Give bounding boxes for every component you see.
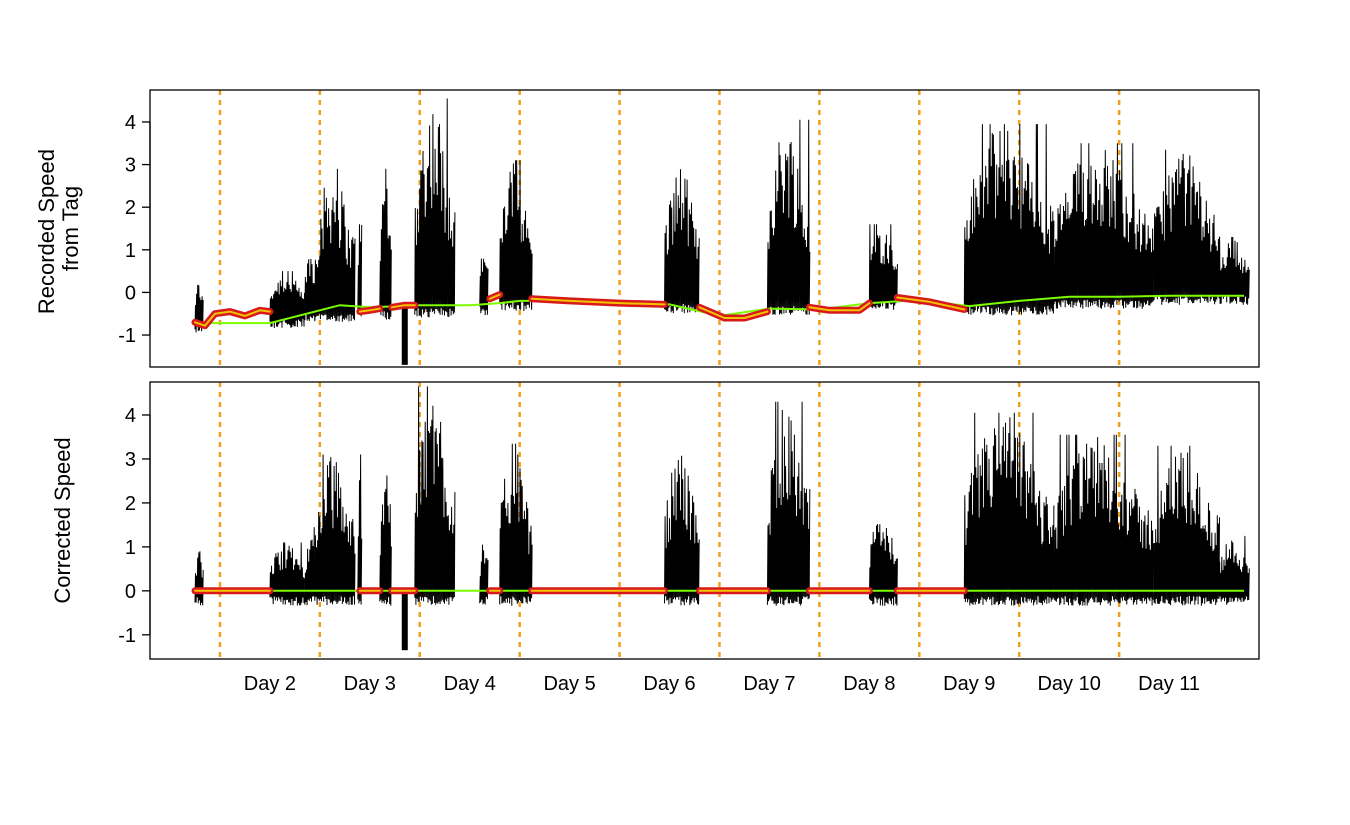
speed-burst — [963, 124, 1055, 316]
x-tick-label: Day 7 — [743, 673, 795, 695]
y-axis-title-line-1: Corrected Speed — [50, 437, 75, 603]
y-tick-label: 2 — [125, 493, 136, 515]
y-tick-label: 2 — [125, 197, 136, 219]
speed-burst — [479, 544, 489, 605]
y-tick-label: 1 — [125, 537, 136, 559]
day-boundary-lines — [218, 90, 1121, 367]
inactive-offset-inner — [808, 302, 871, 312]
inactive-offset-inner — [698, 306, 769, 319]
speed-burst — [1053, 434, 1155, 606]
speed-burst — [868, 224, 898, 310]
speed-burst — [963, 412, 1055, 606]
speed-trace — [194, 386, 1250, 651]
speed-burst — [304, 527, 316, 606]
y-axis: -1 0 1 2 3 4 — [118, 112, 151, 347]
speed-spike — [401, 305, 408, 365]
x-tick-label: Day 2 — [244, 673, 296, 695]
inactive-offset-inner — [358, 307, 381, 313]
speed-burst — [1053, 143, 1155, 309]
speed-burst — [304, 258, 316, 322]
speed-burst — [414, 386, 456, 605]
y-tick-label: 0 — [125, 282, 136, 304]
speed-burst — [868, 523, 898, 606]
speed-burst — [379, 168, 392, 320]
y-tick-label: 3 — [125, 155, 136, 177]
y-axis-title-line-2: from Tag — [58, 186, 83, 271]
x-tick-label: Day 3 — [344, 673, 396, 695]
y-axis: -1 0 1 2 3 4 — [118, 405, 151, 647]
speed-burst — [314, 454, 356, 606]
inactive-offset-inner — [896, 296, 966, 311]
speed-burst — [314, 168, 356, 322]
speed-burst — [357, 224, 363, 317]
inactive-offset-inner — [390, 304, 416, 309]
y-tick-label: 4 — [125, 112, 136, 134]
speed-burst — [414, 98, 456, 318]
x-tick-label: Day 6 — [643, 673, 695, 695]
speed-burst — [664, 169, 700, 314]
speed-trace — [194, 98, 1250, 365]
speed-burst — [766, 401, 811, 606]
x-tick-label: Day 11 — [1138, 673, 1200, 695]
speed-burst — [499, 443, 533, 606]
inactive-offset-inner — [488, 293, 501, 300]
y-axis-title: Corrected Speed — [50, 437, 75, 603]
y-axis-title-line-1: Recorded Speed — [34, 149, 59, 314]
y-tick-label: 4 — [125, 405, 136, 427]
speed-burst — [1218, 535, 1250, 605]
speed-burst — [479, 258, 489, 316]
speed-burst — [664, 455, 700, 606]
x-tick-label: Day 4 — [444, 673, 496, 695]
x-tick-label: Day 8 — [843, 673, 895, 695]
x-tick-label: Day 5 — [543, 673, 595, 695]
speed-spike — [401, 590, 408, 651]
speed-burst — [194, 284, 204, 333]
y-tick-label: -1 — [118, 625, 136, 647]
y-tick-label: 1 — [125, 240, 136, 262]
y-tick-label: -1 — [118, 325, 136, 347]
speed-burst — [1153, 445, 1220, 606]
offset-inactive-line — [191, 291, 968, 330]
corrected-speed-panel: -1 0 1 2 3 4 Corrected Speed — [50, 381, 1260, 660]
y-tick-label: 3 — [125, 449, 136, 471]
x-tick-label: Day 10 — [1037, 673, 1100, 695]
speed-burst — [1218, 236, 1250, 305]
speed-burst — [379, 475, 392, 606]
speed-burst — [269, 542, 305, 606]
inactive-offset-inner — [194, 309, 271, 327]
y-axis-title: Recorded Speed from Tag — [34, 143, 83, 314]
x-tick-label: Day 9 — [943, 673, 995, 695]
speed-burst — [766, 119, 811, 315]
y-tick-label: 0 — [125, 581, 136, 603]
speed-burst — [499, 160, 533, 312]
speed-burst — [1153, 149, 1220, 305]
day-boundary-lines — [218, 382, 1121, 659]
inactive-offset-inner — [530, 297, 666, 306]
x-axis-day-labels: Day 2 Day 3 Day 4 Day 5 Day 6 Day 7 Day 8 Day 9… — [244, 673, 1200, 695]
recorded-speed-panel: -1 0 1 2 3 4 Recorded Speed from Tag — [34, 89, 1260, 368]
speed-burst — [357, 454, 363, 605]
speed-burst — [269, 271, 305, 329]
